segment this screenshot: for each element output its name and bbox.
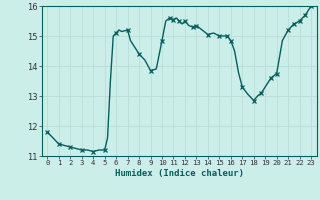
X-axis label: Humidex (Indice chaleur): Humidex (Indice chaleur) xyxy=(115,169,244,178)
